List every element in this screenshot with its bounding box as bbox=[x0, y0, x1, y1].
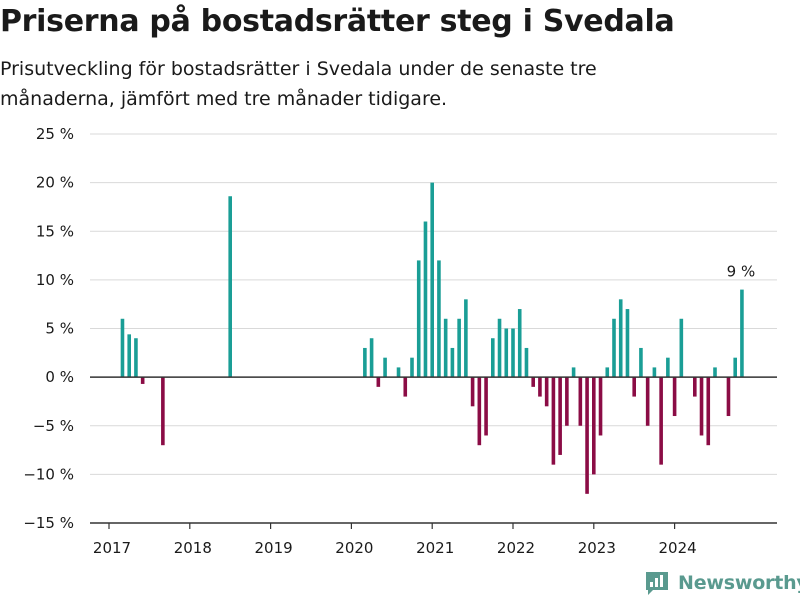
bar bbox=[531, 377, 535, 387]
chart-subtitle: Prisutveckling för bostadsrätter i Sveda… bbox=[0, 58, 597, 110]
bar bbox=[652, 367, 657, 378]
y-tick-label: 10 % bbox=[36, 271, 74, 289]
y-tick-label: 25 % bbox=[36, 125, 74, 143]
y-tick-label: 0 % bbox=[45, 368, 74, 386]
bar bbox=[592, 377, 596, 475]
bar bbox=[524, 347, 529, 378]
x-tick-label: 2017 bbox=[93, 539, 131, 557]
bar bbox=[544, 377, 549, 407]
bar bbox=[618, 299, 623, 378]
bar bbox=[484, 377, 488, 436]
bar bbox=[511, 328, 515, 378]
brand-name: Newsworthy bbox=[678, 572, 800, 594]
bar bbox=[639, 347, 643, 378]
y-tick-label: 15 % bbox=[36, 222, 74, 240]
bar bbox=[396, 367, 401, 378]
bar bbox=[369, 338, 374, 378]
bar bbox=[693, 377, 697, 397]
bar bbox=[612, 318, 616, 378]
data-label: 9 % bbox=[727, 263, 756, 281]
x-tick-label: 2020 bbox=[335, 539, 373, 557]
bar bbox=[363, 347, 367, 378]
bar bbox=[740, 289, 744, 378]
bar bbox=[430, 182, 434, 378]
y-tick-label: −15 % bbox=[23, 514, 74, 532]
annotations: 9 % bbox=[727, 263, 756, 281]
bar bbox=[605, 367, 610, 378]
bar bbox=[625, 309, 630, 378]
chart-title: Priserna på bostadsrätter steg i Svedala bbox=[0, 4, 675, 39]
bar bbox=[713, 367, 717, 378]
bar bbox=[470, 377, 475, 407]
bar bbox=[571, 367, 576, 378]
bar bbox=[134, 338, 138, 378]
bar bbox=[161, 377, 165, 446]
y-tick-label: −5 % bbox=[33, 417, 74, 435]
bar bbox=[443, 318, 448, 378]
bar bbox=[228, 196, 232, 378]
bar bbox=[672, 377, 677, 417]
bar bbox=[140, 377, 145, 384]
x-tick-label: 2022 bbox=[497, 539, 535, 557]
bar bbox=[645, 377, 650, 426]
bar bbox=[551, 377, 556, 465]
bar bbox=[578, 377, 583, 426]
newsworthy-logo-icon bbox=[646, 572, 668, 595]
bar bbox=[491, 338, 495, 378]
bar bbox=[565, 377, 569, 426]
bar bbox=[450, 347, 455, 378]
x-tick-label: 2023 bbox=[578, 539, 616, 557]
bar bbox=[706, 377, 711, 446]
bar bbox=[376, 377, 381, 387]
bar bbox=[410, 357, 414, 378]
bar bbox=[416, 260, 421, 378]
bar bbox=[679, 318, 684, 378]
y-axis: −15 % −10 % −5 % 0 % 5 % 10 % 15 % 20 % 25 % bbox=[23, 125, 777, 532]
bar bbox=[127, 334, 131, 378]
bar bbox=[504, 328, 509, 378]
bar bbox=[464, 299, 468, 378]
bar bbox=[666, 357, 670, 378]
bar bbox=[585, 377, 589, 494]
bar bbox=[699, 377, 704, 436]
bar bbox=[659, 377, 663, 465]
bar bbox=[733, 357, 737, 378]
y-tick-label: 5 % bbox=[45, 320, 74, 338]
bars bbox=[120, 182, 744, 494]
bar bbox=[517, 309, 522, 378]
y-tick-label: −10 % bbox=[23, 465, 74, 483]
bar bbox=[632, 377, 636, 397]
bar bbox=[120, 318, 125, 378]
newsworthy-logo: Newsworthy bbox=[644, 569, 800, 597]
bar bbox=[423, 221, 428, 378]
bar bbox=[538, 377, 542, 397]
bar bbox=[598, 377, 603, 436]
bar bbox=[497, 318, 502, 378]
y-tick-label: 20 % bbox=[36, 174, 74, 192]
bar bbox=[558, 377, 562, 455]
bar bbox=[457, 318, 461, 378]
x-tick-label: 2024 bbox=[659, 539, 697, 557]
x-tick-label: 2018 bbox=[174, 539, 212, 557]
x-axis: 2017 2018 2019 2020 2021 2022 2023 2024 bbox=[90, 522, 777, 557]
bar bbox=[437, 260, 441, 378]
x-tick-label: 2021 bbox=[416, 539, 454, 557]
bar bbox=[726, 377, 731, 417]
bar bbox=[477, 377, 482, 446]
x-tick-label: 2019 bbox=[255, 539, 293, 557]
bar bbox=[383, 357, 387, 378]
bar bbox=[403, 377, 408, 397]
